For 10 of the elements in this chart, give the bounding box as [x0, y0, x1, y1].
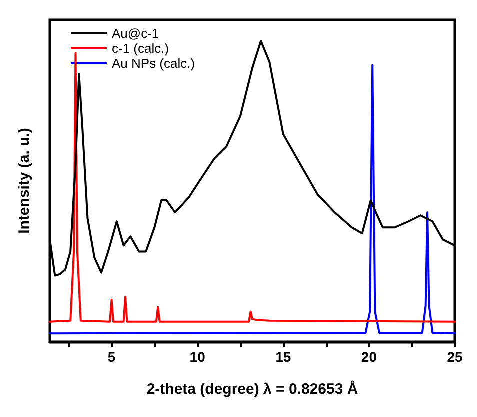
x-tick-label: 25 — [447, 349, 463, 365]
x-tick-label: 20 — [361, 349, 378, 365]
x-axis-title: 2-theta (degree) λ = 0.82653 Å — [146, 380, 358, 398]
legend-label: Au@c-1 — [112, 26, 160, 41]
legend-label: c-1 (calc.) — [112, 41, 170, 56]
x-tick-label: 15 — [276, 349, 292, 365]
x-tick-label: 10 — [190, 349, 206, 365]
x-tick-label: 5 — [108, 349, 116, 365]
legend-label: Au NPs (calc.) — [112, 56, 196, 71]
y-axis-title: Intensity (a. u.) — [16, 128, 33, 234]
